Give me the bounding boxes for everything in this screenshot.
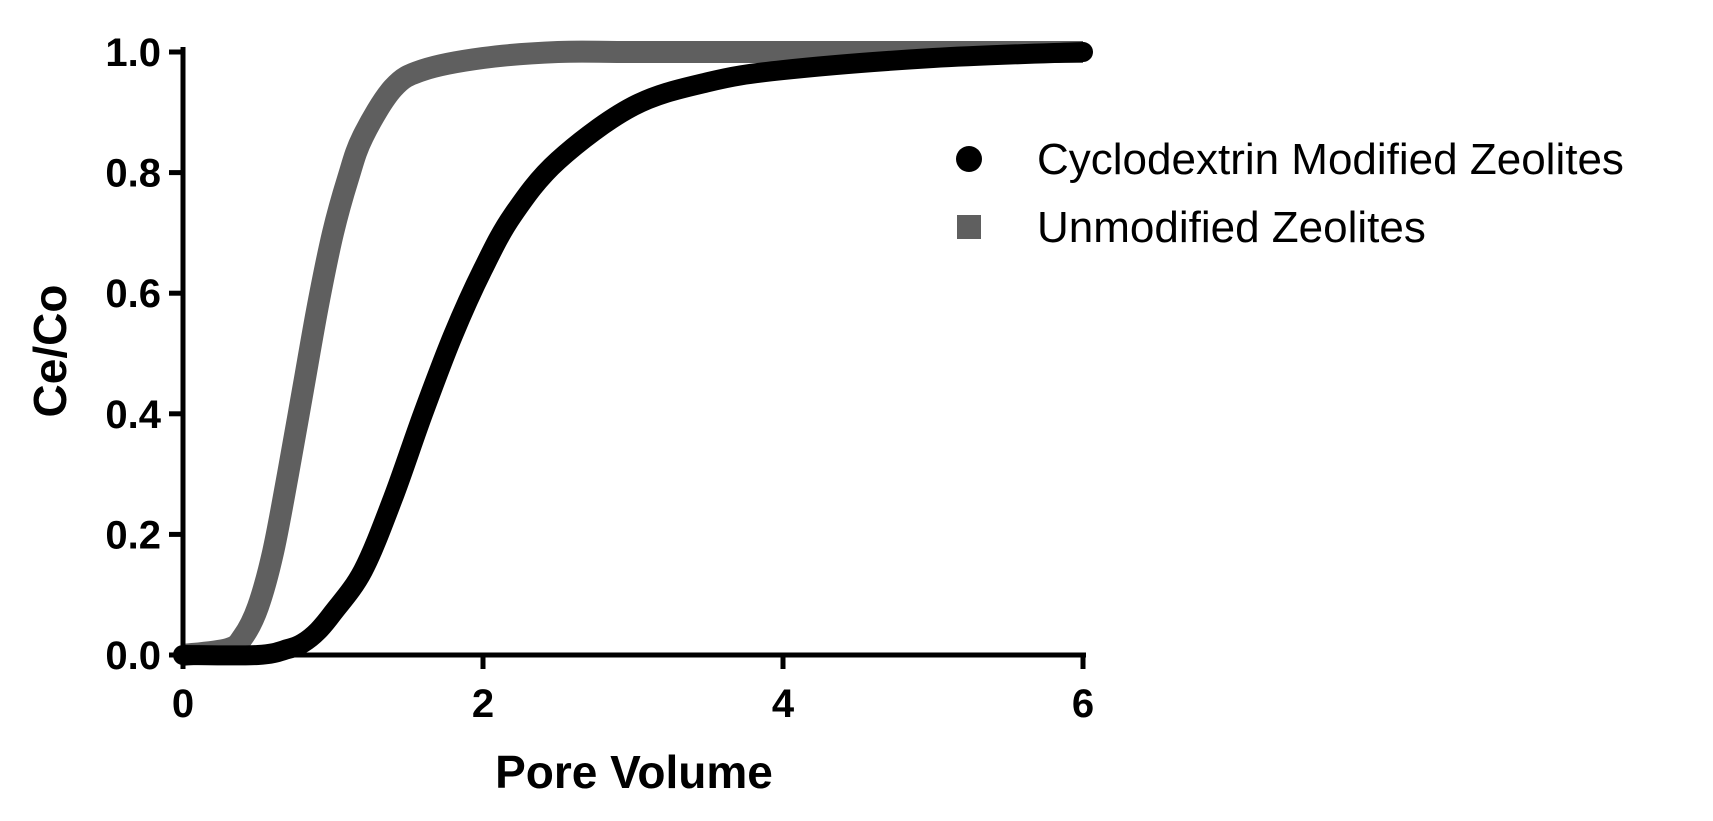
legend-label-cyclodextrin: Cyclodextrin Modified Zeolites xyxy=(1037,135,1624,184)
y-tick-label: 0.8 xyxy=(105,152,161,196)
y-tick-label: 0.6 xyxy=(105,272,161,316)
legend-label-unmodified: Unmodified Zeolites xyxy=(1037,203,1426,252)
series-line-unmodified xyxy=(181,40,1083,666)
y-tick-label: 1.0 xyxy=(105,31,161,75)
x-tick-label: 0 xyxy=(172,682,194,726)
x-axis-title: Pore Volume xyxy=(495,746,773,798)
x-ticks: 0 2 4 6 xyxy=(172,655,1094,726)
y-axis-title: Ce/Co xyxy=(24,285,76,418)
plot-series xyxy=(173,40,1093,666)
y-tick-label: 0.2 xyxy=(105,513,161,557)
series-line-cyclodextrin xyxy=(173,42,1093,666)
x-tick-label: 2 xyxy=(472,682,494,726)
x-tick-label: 6 xyxy=(1072,682,1094,726)
y-ticks: 0.0 0.2 0.4 0.6 0.8 1.0 xyxy=(105,31,183,678)
legend: Cyclodextrin Modified Zeolites Unmodifie… xyxy=(956,135,1624,252)
x-tick-label: 4 xyxy=(772,682,795,726)
y-tick-label: 0.4 xyxy=(105,393,161,437)
axes xyxy=(180,47,1086,658)
y-tick-label: 0.0 xyxy=(105,634,161,678)
legend-square-marker-icon xyxy=(957,215,981,239)
legend-circle-marker-icon xyxy=(956,146,982,172)
